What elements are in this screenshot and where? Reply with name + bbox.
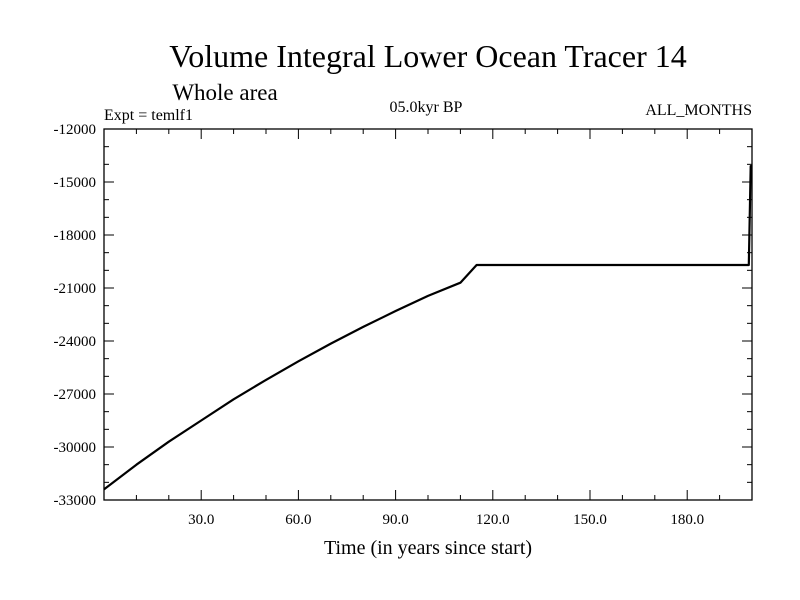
series-line — [103, 165, 752, 491]
plot-frame — [103, 128, 753, 501]
x-tick-label: 30.0 — [188, 512, 214, 528]
x-tick-label: 90.0 — [382, 512, 408, 528]
y-tick-label: -30000 — [54, 440, 97, 456]
y-tick-label: -24000 — [54, 334, 97, 350]
x-axis-ticks: 30.0 60.0 90.0 120.0 150.0 180.0 — [135, 129, 721, 528]
y-tick-label: -27000 — [54, 387, 97, 403]
y-tick-label: -18000 — [54, 228, 97, 244]
x-axis-label: Time (in years since start) — [324, 537, 532, 559]
period-label: 05.0kyr BP — [390, 99, 463, 116]
experiment-label: Expt = temlf1 — [104, 107, 193, 124]
y-axis-ticks: -12000 -15000 -18000 -21000 -24000 -27000 -300… — [54, 122, 752, 509]
y-tick-label: -15000 — [54, 175, 97, 191]
months-label: ALL_MONTHS — [645, 102, 752, 119]
y-tick-label: -21000 — [54, 281, 97, 297]
chart-subtitle: Whole area — [172, 80, 277, 105]
x-tick-label: 60.0 — [285, 512, 311, 528]
series-layer — [103, 165, 752, 491]
x-tick-label: 120.0 — [476, 512, 510, 528]
x-tick-label: 180.0 — [670, 512, 704, 528]
y-tick-label: -12000 — [54, 122, 97, 138]
x-tick-label: 150.0 — [573, 512, 607, 528]
chart-title: Volume Integral Lower Ocean Tracer 14 — [169, 38, 686, 74]
y-tick-label: -33000 — [54, 493, 97, 509]
